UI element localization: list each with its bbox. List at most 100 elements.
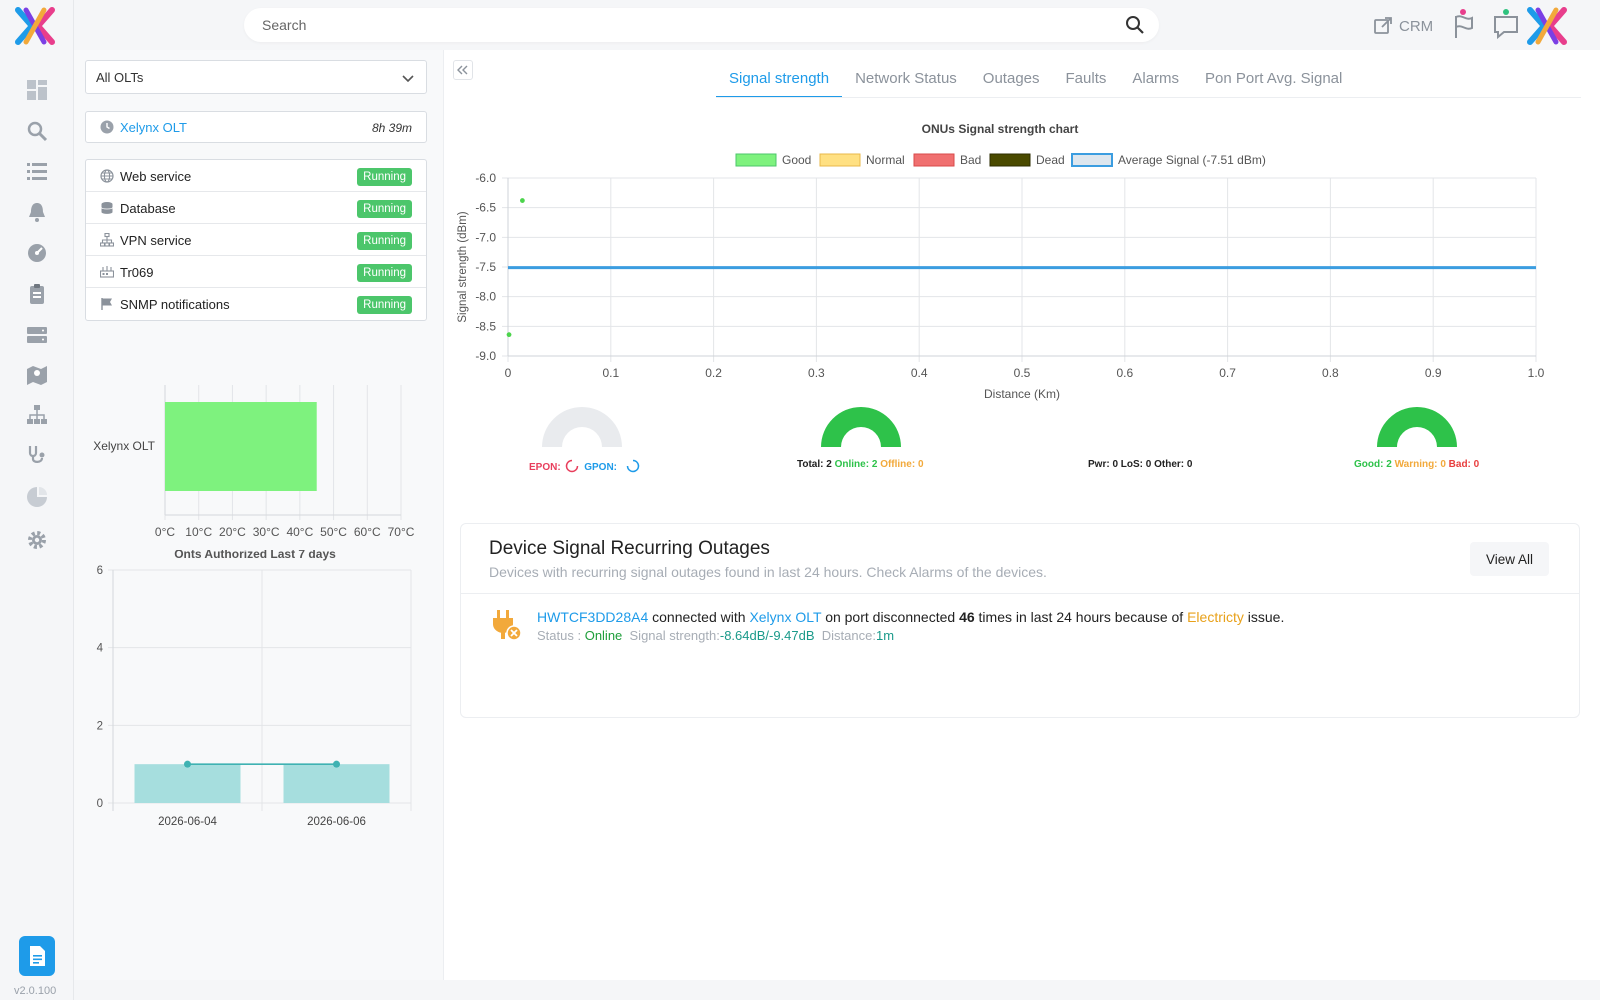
app-logo[interactable]: [14, 6, 56, 46]
service-label: Web service: [120, 169, 192, 184]
times-text: times in last 24 hours because of: [978, 609, 1184, 625]
olt-uptime-card: Xelynx OLT 8h 39m: [85, 111, 427, 143]
olt-select[interactable]: All OLTs: [85, 60, 427, 94]
outages-title: Device Signal Recurring Outages: [489, 538, 770, 559]
connected-with-text: connected with: [652, 609, 746, 625]
top-bar: CRM: [74, 0, 1600, 50]
pon-type-legend: EPON: GPON:: [529, 459, 640, 473]
double-chevron-left-icon: [457, 65, 468, 75]
database-icon: [101, 202, 113, 214]
olt-name-link[interactable]: Xelynx OLT: [120, 120, 187, 135]
data-point: [506, 332, 512, 338]
good-label: Good:: [1354, 459, 1384, 470]
tick-label: 40°C: [286, 525, 313, 539]
legend-swatch: [819, 153, 861, 167]
tick-label: 0: [97, 798, 103, 810]
list-icon[interactable]: [24, 158, 50, 184]
pon-type-gauge: [542, 407, 622, 447]
signal-label: Signal strength:: [629, 628, 720, 643]
collapse-panel-button[interactable]: [453, 60, 473, 80]
loading-spinner-icon: [626, 459, 640, 473]
offline-value: 0: [917, 459, 924, 470]
chart-title: ONUs Signal strength chart: [922, 122, 1079, 136]
map-icon[interactable]: [24, 362, 50, 388]
outage-details: Status : Online Signal strength:-8.64dB/…: [537, 628, 894, 643]
search-icon[interactable]: [1125, 15, 1145, 35]
profile-logo[interactable]: [1526, 6, 1568, 46]
status-label: Status :: [537, 628, 582, 643]
legend-label: Dead: [1036, 153, 1065, 167]
tab-signal-strength[interactable]: Signal strength: [716, 70, 843, 98]
legend-swatch: [735, 153, 777, 167]
tick-label: 30°C: [253, 525, 280, 539]
stethoscope-icon[interactable]: [24, 442, 50, 468]
external-link-icon: [1374, 17, 1392, 34]
clipboard-icon[interactable]: [24, 281, 50, 307]
gauge-icon[interactable]: [24, 240, 50, 266]
left-panel: All OLTs Xelynx OLT 8h 39m Web service R…: [74, 50, 444, 980]
search-icon[interactable]: [24, 118, 50, 144]
tick-label: -9.0: [475, 349, 496, 363]
bar: [283, 764, 390, 803]
outages-header: Device Signal Recurring Outages Devices …: [461, 524, 1579, 594]
disconnect-count: 46: [959, 609, 975, 625]
network-icon[interactable]: [24, 402, 50, 428]
legend-label: Average Signal (-7.51 dBm): [1118, 153, 1266, 167]
status-badge: Running: [357, 200, 412, 218]
device-link[interactable]: HWTCF3DD28A4: [537, 609, 649, 625]
tab-faults[interactable]: Faults: [1065, 70, 1107, 87]
chart-title: Onts Authorized Last 7 days: [174, 550, 336, 561]
server-icon[interactable]: [24, 322, 50, 348]
search-input[interactable]: [262, 8, 1082, 42]
legend-swatch: [913, 153, 955, 167]
tab-outages[interactable]: Outages: [982, 70, 1040, 87]
tab-network-status[interactable]: Network Status: [855, 70, 957, 87]
olt-link[interactable]: Xelynx OLT: [749, 609, 822, 625]
dashboard-icon[interactable]: [24, 77, 50, 103]
pie-chart-icon[interactable]: [24, 484, 50, 510]
tick-label: -8.0: [475, 290, 496, 304]
legend-label: Normal: [866, 153, 905, 167]
status-value: Online: [584, 628, 623, 643]
legend-label: Bad: [960, 153, 981, 167]
tab-pon-port-avg-signal[interactable]: Pon Port Avg. Signal: [1205, 70, 1343, 87]
tick-label: 0.7: [1219, 366, 1236, 380]
tick-label: 4: [97, 643, 104, 655]
tick-label: 6: [97, 565, 103, 577]
data-point: [333, 760, 340, 768]
service-row: Tr069 Running: [86, 256, 426, 288]
service-label: Tr069: [120, 265, 154, 280]
view-all-button[interactable]: View All: [1469, 542, 1549, 576]
tick-label: 0: [505, 366, 512, 380]
data-point: [519, 198, 525, 203]
olt-select-value: All OLTs: [96, 70, 144, 85]
tick-label: -6.0: [475, 171, 496, 185]
document-icon: [30, 946, 45, 966]
good-value: 2: [1386, 459, 1392, 470]
services-list: Web service Running Database Running VPN…: [85, 159, 427, 321]
document-button[interactable]: [19, 936, 55, 976]
faults-legend: Pwr: 0 LoS: 0 Other: 0: [1088, 459, 1193, 470]
tick-label: -7.0: [475, 230, 496, 244]
tick-label: 70°C: [388, 525, 415, 539]
bell-icon[interactable]: [24, 199, 50, 225]
olt-uptime: 8h 39m: [371, 121, 412, 135]
y-axis-label: Signal strength (dBm): [457, 211, 469, 322]
crm-link[interactable]: CRM: [1373, 16, 1433, 36]
chat-icon[interactable]: [1492, 12, 1520, 40]
data-point: [184, 760, 191, 768]
signal-value: -8.64dB/-9.47dB: [719, 628, 815, 643]
bad-value: 0: [1473, 459, 1480, 470]
bar: [165, 402, 317, 491]
tick-label: 0.4: [911, 366, 928, 380]
router-icon: [100, 266, 114, 278]
bar: [134, 764, 241, 803]
tab-alarms[interactable]: Alarms: [1132, 70, 1180, 87]
gear-icon[interactable]: [24, 527, 50, 553]
gauge-row: EPON: GPON: Total: 2 Online: 2 Offline: …: [444, 405, 1600, 530]
tick-label: 0.9: [1425, 366, 1442, 380]
tick-label: 0.3: [808, 366, 825, 380]
legend-swatch: [989, 153, 1031, 167]
tick-label: 0.2: [705, 366, 722, 380]
flag-icon[interactable]: [1450, 12, 1478, 40]
